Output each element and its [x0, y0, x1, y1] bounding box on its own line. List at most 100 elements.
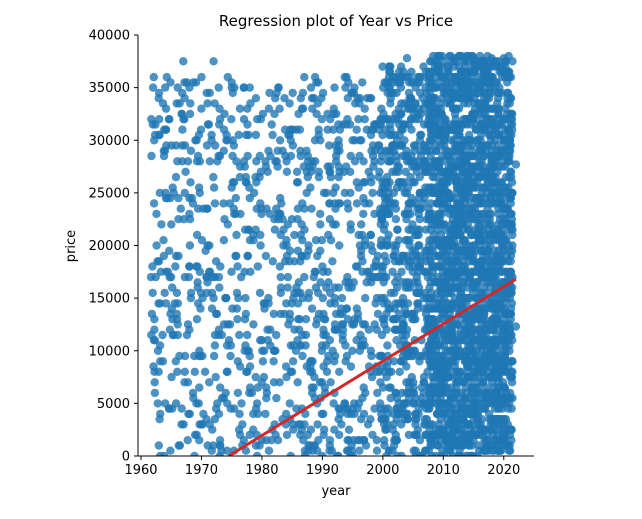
scatter-point	[207, 304, 217, 313]
scatter-point	[180, 351, 190, 361]
scatter-point	[508, 109, 517, 119]
x-tick-label: 1980	[245, 463, 278, 478]
scatter-point	[164, 115, 174, 124]
scatter-point	[475, 83, 484, 92]
scatter-point	[505, 441, 514, 450]
scatter-point	[504, 72, 513, 82]
scatter-point	[180, 141, 190, 150]
scatter-point	[338, 320, 348, 329]
scatter-point	[397, 451, 406, 456]
scatter-point	[172, 99, 181, 108]
scatter-point	[195, 383, 204, 392]
scatter-point	[209, 172, 218, 182]
scatter-point	[503, 220, 513, 229]
scatter-point	[172, 309, 181, 319]
scatter-point	[406, 115, 416, 124]
scatter-point	[304, 293, 313, 303]
scatter-point	[491, 178, 500, 187]
scatter-point	[306, 83, 316, 92]
scatter-point	[383, 241, 392, 250]
scatter-point	[185, 109, 195, 119]
scatter-point	[408, 178, 418, 187]
y-tick-label: 0	[122, 450, 130, 465]
scatter-point	[247, 388, 257, 398]
scatter-point	[219, 199, 228, 208]
scatter-point	[152, 241, 161, 250]
scatter-point	[298, 351, 307, 361]
scatter-point	[219, 146, 228, 155]
scatter-point	[186, 178, 195, 187]
scatter-point	[227, 115, 236, 124]
scatter-point	[388, 267, 397, 276]
scatter-point	[353, 262, 362, 271]
scatter-point	[154, 367, 163, 376]
scatter-point	[282, 236, 291, 245]
scatter-point	[469, 54, 478, 63]
scatter-point	[365, 199, 374, 208]
scatter-point	[346, 151, 355, 161]
scatter-point	[287, 299, 296, 308]
scatter-point	[499, 54, 508, 63]
scatter-point	[241, 446, 251, 455]
scatter-point	[391, 388, 400, 398]
scatter-point	[461, 157, 470, 166]
scatter-point	[467, 151, 476, 161]
scatter-point	[443, 99, 452, 108]
scatter-point	[507, 209, 516, 219]
scatter-point	[275, 104, 284, 113]
scatter-point	[454, 246, 464, 255]
scatter-point	[354, 230, 363, 240]
scatter-point	[323, 357, 332, 366]
scatter-point	[256, 241, 265, 250]
scatter-point	[334, 136, 343, 145]
scatter-point	[190, 451, 199, 456]
scatter-point	[334, 451, 343, 456]
scatter-point	[197, 104, 206, 113]
scatter-point	[306, 183, 315, 192]
scatter-point	[484, 94, 494, 103]
scatter-point	[477, 415, 487, 424]
scatter-point	[497, 178, 506, 187]
x-tick-label: 2010	[427, 463, 460, 478]
scatter-point	[311, 157, 320, 166]
scatter-point	[249, 188, 259, 198]
scatter-point	[335, 430, 344, 440]
scatter-point	[511, 322, 521, 331]
scatter-point	[463, 178, 472, 187]
scatter-point	[382, 372, 391, 382]
scatter-point	[364, 167, 373, 176]
scatter-point	[412, 430, 421, 440]
scatter-point	[178, 125, 187, 134]
scatter-point	[196, 125, 206, 134]
scatter-point	[174, 251, 183, 261]
scatter-point	[180, 94, 189, 103]
scatter-point	[424, 241, 434, 250]
scatter-point	[407, 125, 416, 134]
scatter-point	[484, 399, 494, 408]
scatter-point	[479, 67, 488, 77]
scatter-point	[270, 346, 279, 355]
scatter-point	[494, 104, 504, 113]
scatter-point	[373, 388, 382, 398]
scatter-point	[209, 57, 218, 66]
scatter-point	[195, 267, 205, 276]
scatter-point	[173, 320, 182, 329]
scatter-point	[197, 420, 206, 429]
scatter-point	[318, 262, 327, 271]
scatter-point	[243, 120, 252, 129]
scatter-point	[285, 257, 294, 266]
scatter-point	[235, 172, 245, 182]
scatter-point	[209, 183, 219, 192]
y-axis-label: price	[64, 230, 79, 262]
scatter-point	[155, 115, 164, 124]
scatter-point	[329, 220, 338, 229]
scatter-point	[166, 446, 175, 455]
scatter-point	[179, 57, 188, 66]
scatter-point	[285, 246, 295, 255]
scatter-point	[230, 404, 239, 413]
scatter-point	[245, 83, 254, 92]
scatter-point	[449, 162, 458, 171]
scatter-point	[394, 162, 403, 171]
scatter-point	[460, 336, 470, 345]
scatter-point	[335, 367, 344, 376]
